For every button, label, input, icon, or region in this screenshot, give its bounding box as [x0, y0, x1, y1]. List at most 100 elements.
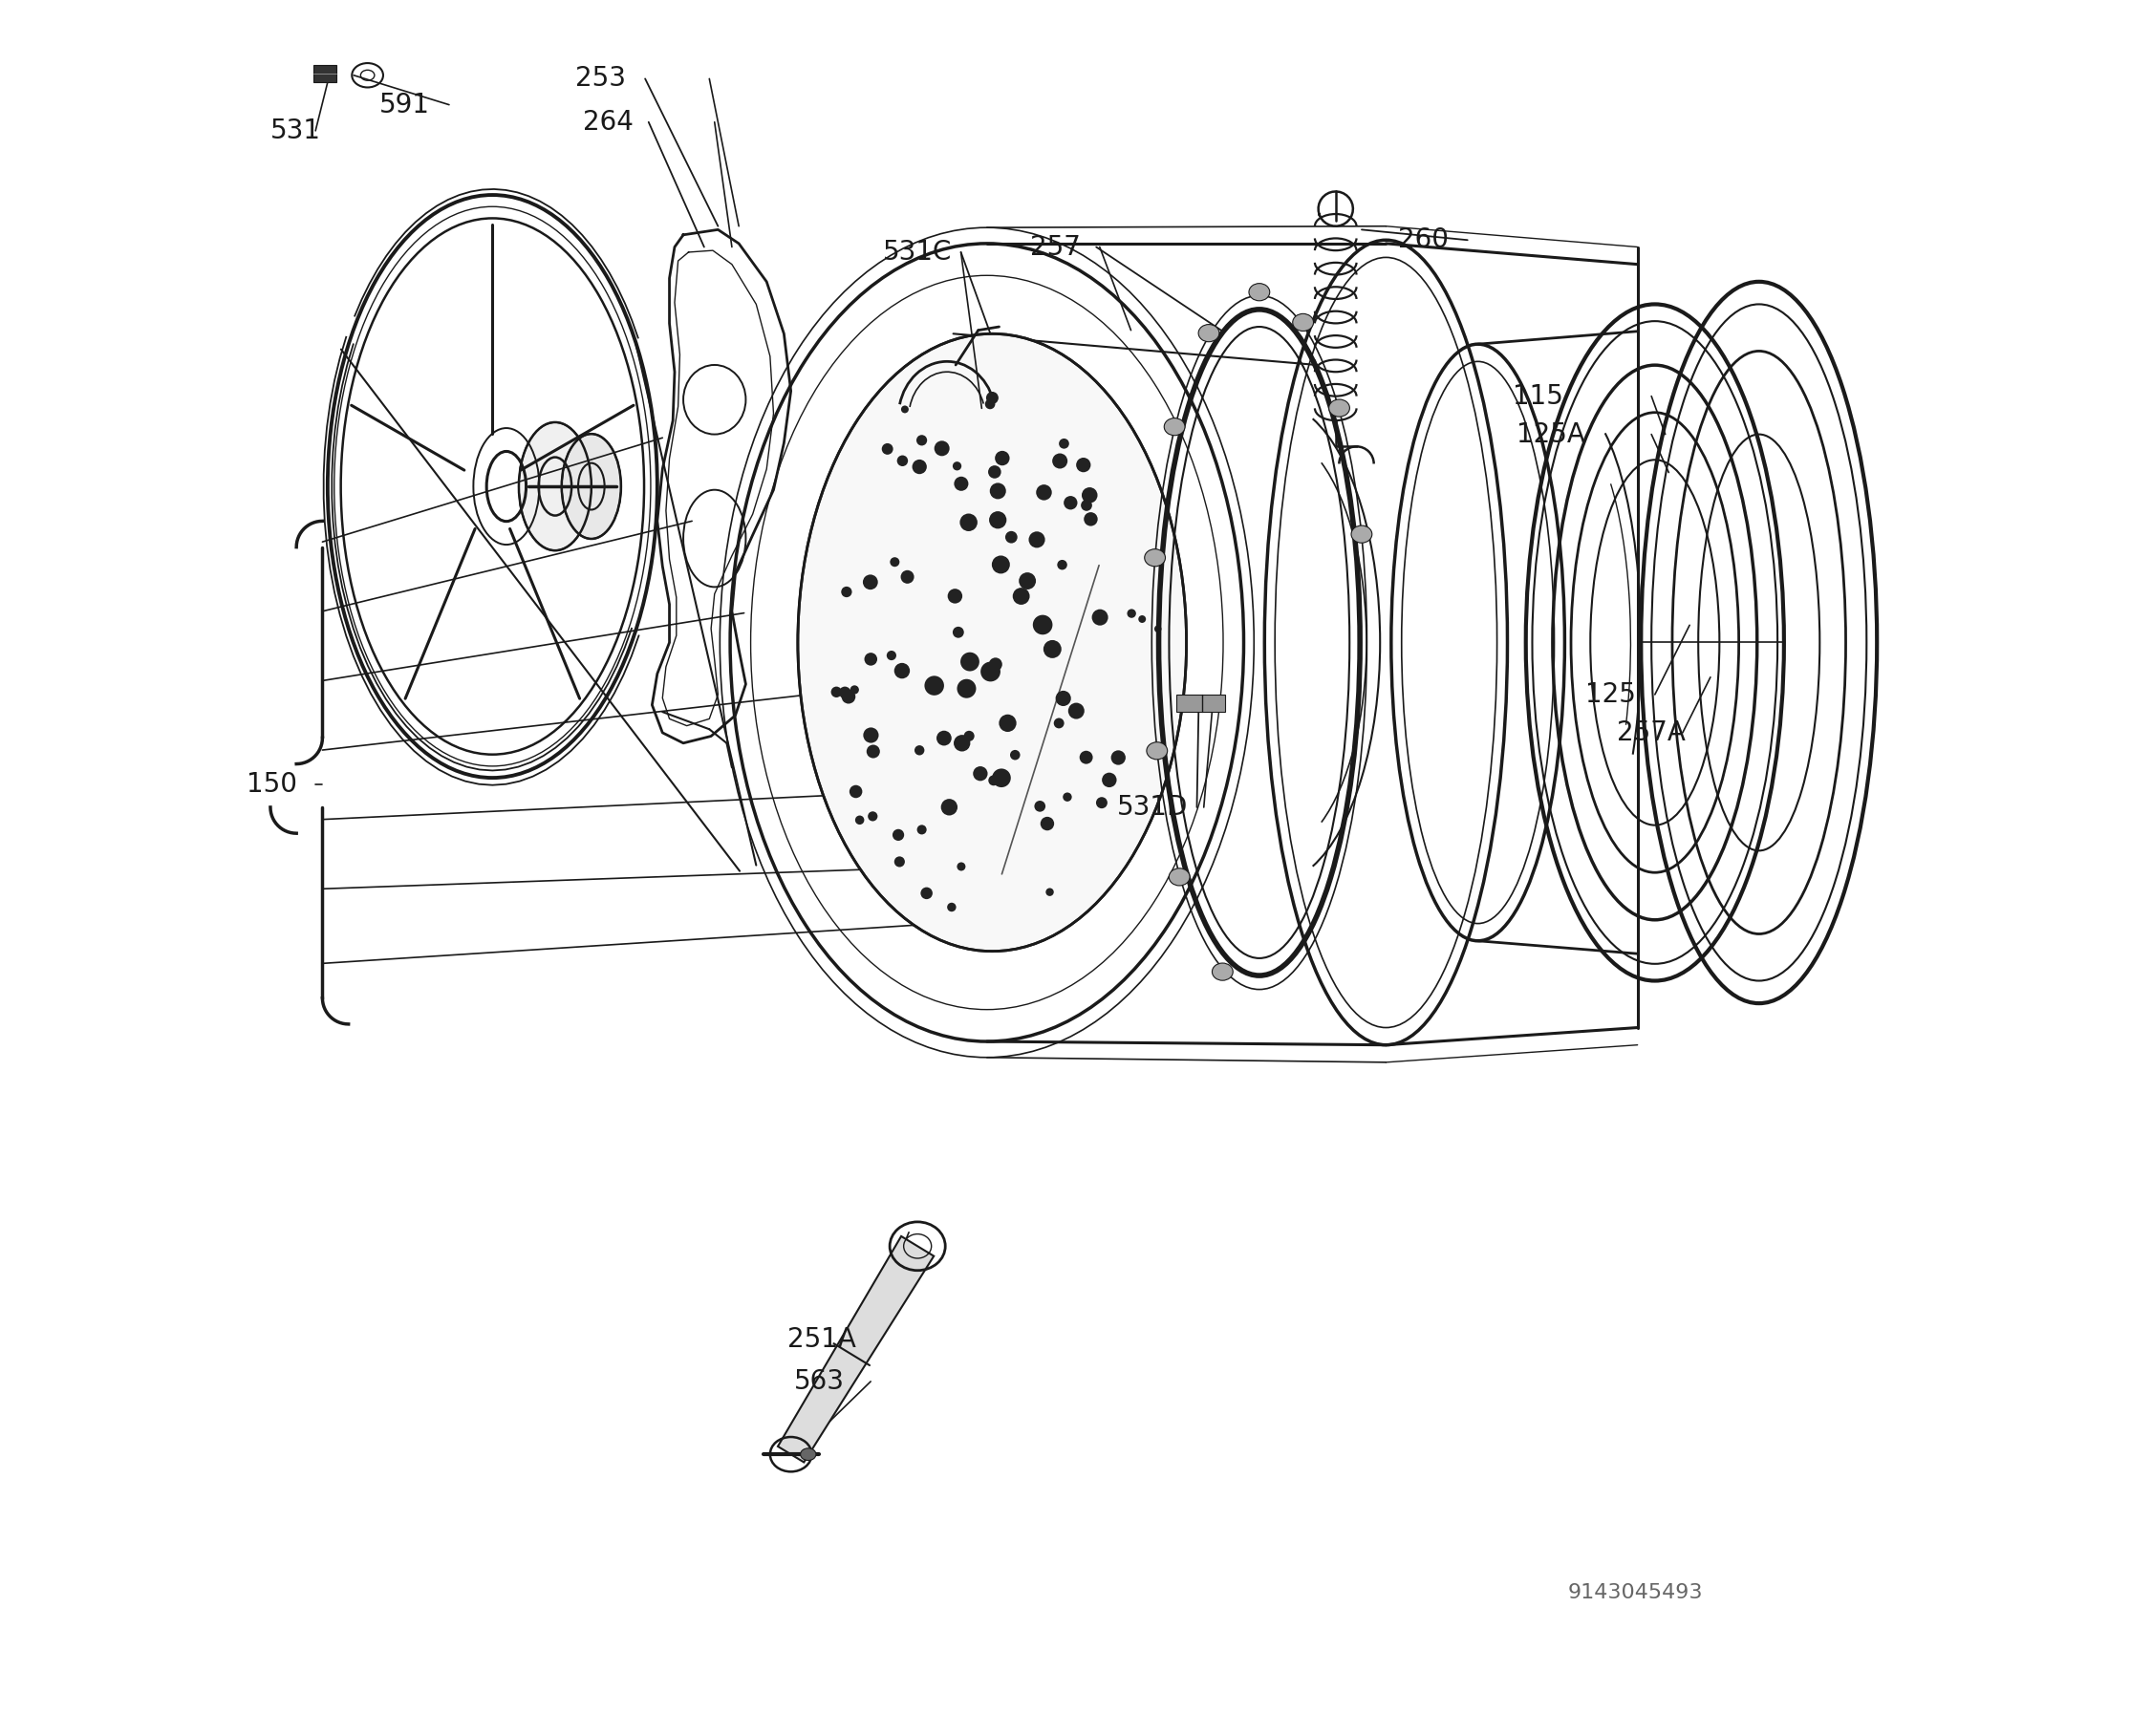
Circle shape [988, 465, 1001, 479]
Circle shape [988, 776, 999, 786]
Circle shape [990, 483, 1005, 500]
Text: 531D: 531D [1116, 793, 1189, 821]
Circle shape [863, 575, 878, 590]
Text: 257A: 257A [1617, 719, 1685, 746]
Text: 591: 591 [379, 92, 430, 118]
Text: 253: 253 [575, 66, 626, 92]
Text: 257: 257 [1031, 234, 1080, 260]
Text: 264: 264 [584, 109, 633, 135]
Circle shape [918, 825, 927, 835]
Circle shape [1056, 691, 1071, 707]
Ellipse shape [1146, 741, 1167, 759]
Circle shape [1033, 615, 1052, 635]
Circle shape [988, 512, 1007, 529]
Circle shape [948, 589, 963, 604]
Circle shape [1044, 641, 1061, 658]
Ellipse shape [562, 434, 622, 538]
Circle shape [882, 443, 892, 455]
Circle shape [952, 627, 965, 637]
Text: 115: 115 [1512, 384, 1563, 410]
Circle shape [1076, 458, 1091, 472]
Circle shape [984, 399, 995, 410]
Circle shape [1054, 719, 1065, 729]
Text: 531C: 531C [882, 240, 952, 266]
Circle shape [993, 556, 1010, 573]
Circle shape [850, 785, 863, 799]
Circle shape [916, 436, 927, 446]
Ellipse shape [1169, 868, 1191, 885]
Circle shape [1137, 615, 1146, 623]
Circle shape [841, 587, 852, 597]
Circle shape [1005, 531, 1018, 543]
Circle shape [1082, 488, 1097, 503]
Ellipse shape [801, 1448, 816, 1460]
Circle shape [993, 769, 1012, 788]
Circle shape [865, 653, 878, 665]
Ellipse shape [520, 422, 592, 550]
Circle shape [1035, 484, 1052, 500]
Text: 125: 125 [1585, 681, 1636, 708]
Circle shape [963, 731, 973, 741]
Ellipse shape [1248, 283, 1269, 300]
Circle shape [1112, 750, 1125, 766]
Circle shape [892, 830, 903, 840]
Circle shape [956, 679, 976, 698]
Circle shape [1046, 889, 1054, 896]
Circle shape [1056, 559, 1067, 569]
Ellipse shape [799, 333, 1186, 951]
Circle shape [1080, 750, 1093, 764]
Circle shape [961, 514, 978, 531]
Circle shape [1067, 703, 1084, 719]
Circle shape [920, 887, 933, 899]
Circle shape [973, 766, 988, 781]
Circle shape [924, 675, 944, 696]
Circle shape [1059, 439, 1069, 448]
Circle shape [1101, 773, 1116, 788]
Circle shape [1052, 453, 1067, 469]
Bar [1176, 694, 1225, 712]
Circle shape [1154, 625, 1161, 632]
Text: 260: 260 [1397, 227, 1448, 253]
Circle shape [1035, 800, 1046, 812]
Circle shape [954, 477, 969, 491]
Circle shape [1127, 609, 1135, 618]
Text: 563: 563 [794, 1368, 846, 1394]
Circle shape [999, 715, 1016, 733]
Circle shape [912, 460, 927, 474]
Circle shape [854, 816, 865, 825]
Ellipse shape [1329, 399, 1350, 417]
Circle shape [897, 455, 907, 467]
Circle shape [937, 731, 952, 746]
Circle shape [886, 651, 897, 660]
Circle shape [863, 727, 880, 743]
Ellipse shape [1293, 314, 1314, 332]
Circle shape [948, 903, 956, 911]
Ellipse shape [1350, 526, 1372, 543]
Circle shape [952, 462, 961, 470]
Ellipse shape [1144, 549, 1165, 566]
Circle shape [956, 863, 965, 871]
Circle shape [988, 658, 1003, 672]
Circle shape [1063, 496, 1078, 510]
Ellipse shape [1165, 418, 1184, 436]
Circle shape [890, 557, 899, 566]
Circle shape [839, 686, 850, 698]
Circle shape [941, 799, 958, 816]
Ellipse shape [1199, 325, 1218, 342]
Text: 9143045493: 9143045493 [1568, 1583, 1704, 1602]
Circle shape [1063, 793, 1071, 802]
Circle shape [1010, 750, 1020, 760]
Circle shape [901, 569, 914, 583]
Circle shape [935, 441, 950, 457]
Circle shape [1080, 500, 1093, 510]
Circle shape [1084, 512, 1097, 526]
Circle shape [895, 663, 910, 679]
Text: 531: 531 [271, 118, 322, 144]
Bar [313, 64, 337, 82]
Circle shape [961, 653, 980, 672]
Circle shape [867, 811, 878, 821]
Polygon shape [777, 1236, 933, 1462]
Circle shape [850, 686, 858, 694]
Circle shape [995, 451, 1010, 465]
Circle shape [831, 686, 841, 698]
